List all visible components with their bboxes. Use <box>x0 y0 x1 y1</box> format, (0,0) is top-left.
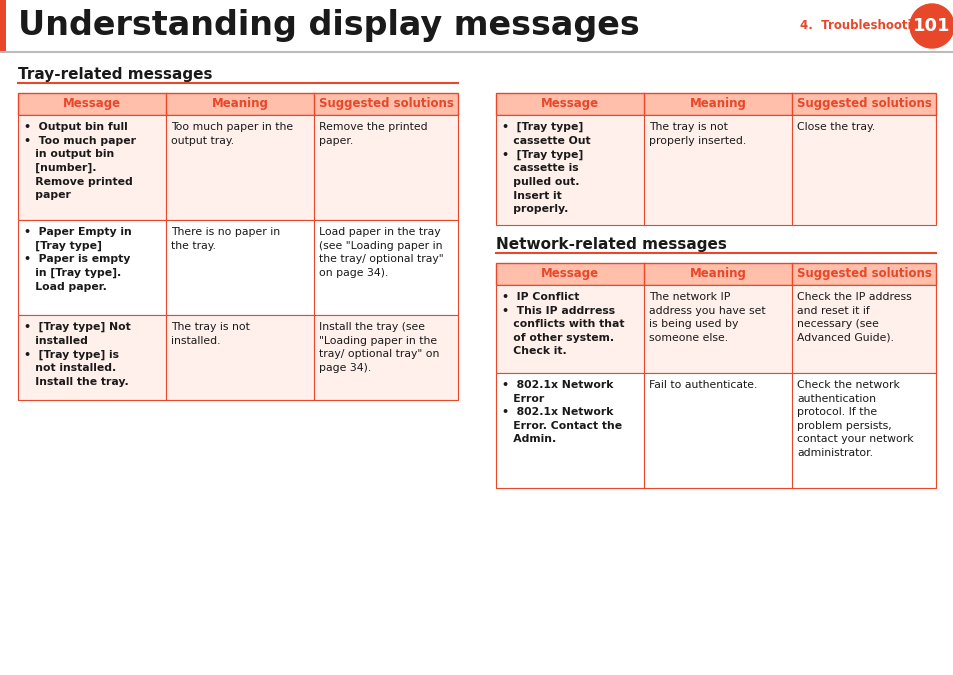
Text: The tray is not
properly inserted.: The tray is not properly inserted. <box>648 122 745 146</box>
Text: Load paper in the tray
(see "Loading paper in
the tray/ optional tray"
on page 3: Load paper in the tray (see "Loading pap… <box>318 227 443 278</box>
Bar <box>18 315 457 400</box>
Bar <box>496 93 935 115</box>
Bar <box>18 220 457 315</box>
Bar <box>18 115 457 220</box>
Text: Suggested solutions: Suggested solutions <box>796 97 930 111</box>
Bar <box>18 93 457 115</box>
Text: •  802.1x Network
   Error
•  802.1x Network
   Error. Contact the
   Admin.: • 802.1x Network Error • 802.1x Network … <box>501 380 621 444</box>
Text: Meaning: Meaning <box>689 267 745 281</box>
Bar <box>18 115 457 220</box>
Text: The network IP
address you have set
is being used by
someone else.: The network IP address you have set is b… <box>648 292 765 343</box>
Text: Tray-related messages: Tray-related messages <box>18 67 213 82</box>
Text: 101: 101 <box>912 17 950 35</box>
Bar <box>496 115 935 225</box>
Text: Meaning: Meaning <box>689 97 745 111</box>
Text: Message: Message <box>63 97 121 111</box>
Text: •  Paper Empty in
   [Tray type]
•  Paper is empty
   in [Tray type].
   Load pa: • Paper Empty in [Tray type] • Paper is … <box>24 227 132 292</box>
Text: •  [Tray type] Not
   installed
•  [Tray type] is
   not installed.
   Install t: • [Tray type] Not installed • [Tray type… <box>24 322 131 387</box>
Text: Suggested solutions: Suggested solutions <box>318 97 453 111</box>
Bar <box>0 0 6 52</box>
Bar <box>496 373 935 488</box>
Bar <box>18 220 457 315</box>
Text: Remove the printed
paper.: Remove the printed paper. <box>318 122 427 146</box>
Text: Too much paper in the
output tray.: Too much paper in the output tray. <box>171 122 293 146</box>
Text: Message: Message <box>540 97 598 111</box>
Bar <box>496 115 935 225</box>
Text: Install the tray (see
"Loading paper in the
tray/ optional tray" on
page 34).: Install the tray (see "Loading paper in … <box>318 322 439 373</box>
Text: 4.  Troubleshooting: 4. Troubleshooting <box>800 20 927 32</box>
Text: Fail to authenticate.: Fail to authenticate. <box>648 380 757 390</box>
Bar <box>18 93 457 115</box>
Text: Check the IP address
and reset it if
necessary (see
Advanced Guide).: Check the IP address and reset it if nec… <box>796 292 911 343</box>
Bar <box>496 285 935 373</box>
Text: Network-related messages: Network-related messages <box>496 237 726 252</box>
Bar <box>496 285 935 373</box>
Bar <box>496 373 935 488</box>
Bar <box>496 263 935 285</box>
Bar <box>18 315 457 400</box>
Circle shape <box>909 4 953 48</box>
Text: Meaning: Meaning <box>212 97 268 111</box>
Text: Suggested solutions: Suggested solutions <box>796 267 930 281</box>
Text: Close the tray.: Close the tray. <box>796 122 874 132</box>
Text: There is no paper in
the tray.: There is no paper in the tray. <box>171 227 280 250</box>
Text: Check the network
authentication
protocol. If the
problem persists,
contact your: Check the network authentication protoco… <box>796 380 913 458</box>
Text: •  [Tray type]
   cassette Out
•  [Tray type]
   cassette is
   pulled out.
   I: • [Tray type] cassette Out • [Tray type]… <box>501 122 590 214</box>
Text: •  IP Conflict
•  This IP addrress
   conflicts with that
   of other system.
  : • IP Conflict • This IP addrress conflic… <box>501 292 624 356</box>
Text: Understanding display messages: Understanding display messages <box>18 9 639 43</box>
Bar <box>496 263 935 285</box>
Text: The tray is not
installed.: The tray is not installed. <box>171 322 250 346</box>
Bar <box>496 93 935 115</box>
Text: •  Output bin full
•  Too much paper
   in output bin
   [number].
   Remove pri: • Output bin full • Too much paper in ou… <box>24 122 136 200</box>
Bar <box>0 0 953 52</box>
Text: Message: Message <box>540 267 598 281</box>
